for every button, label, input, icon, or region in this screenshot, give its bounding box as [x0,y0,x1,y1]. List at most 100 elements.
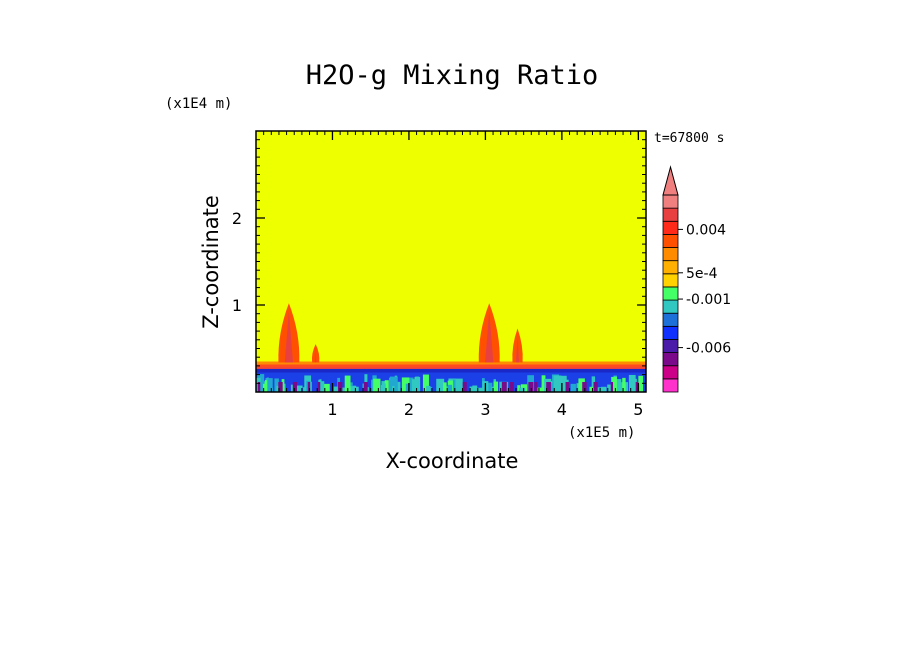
surface-speckle [422,374,429,392]
surface-speckle [323,383,330,392]
boundary-band-edge [256,367,646,370]
colorbar-segment [662,312,679,327]
plume-2 [311,344,320,363]
surface-speckle [452,379,456,392]
colorbar-label: -0.001 [686,292,731,308]
x-tick-label: 3 [480,400,490,419]
colorbar-segment [662,207,679,222]
colorbar-label: 5e-4 [686,266,718,282]
chart-title: H2O-g Mixing Ratio [306,60,599,91]
surface-speckle [447,384,453,392]
surface-speckle [537,387,545,392]
surface-speckle [263,383,267,392]
surface-speckle [267,378,273,392]
plume-spike-core [284,311,294,363]
surface-speckle [401,377,410,392]
surface-speckle [638,375,644,392]
colorbar-segment [662,325,679,340]
surface-speckle [487,382,493,392]
surface-speckle [406,377,414,392]
surface-speckle [274,378,279,392]
surface-speckle [296,385,303,392]
colorbar-segment [662,365,679,380]
surface-speckle [499,381,502,392]
x-unit-label: (x1E5 m) [568,425,635,441]
plume-3 [478,303,500,363]
surface-speckle-dark [257,382,261,392]
surface-speckle-dark [501,382,507,392]
surface-speckle-dark [534,382,538,392]
surface-speckle [380,384,386,392]
surface-speckle-dark [292,382,297,392]
field-background [256,131,646,392]
surface-speckle [353,386,359,392]
plume-spike-core [516,336,520,363]
time-label: t=67800 s [654,131,724,146]
colorbar-label: -0.006 [686,341,731,357]
surface-speckle-dark [565,382,569,392]
surface-speckle [405,383,410,392]
colorbar-segment [662,286,679,301]
surface-speckle [455,378,463,392]
surface-speckle [560,375,567,392]
surface-speckle [333,386,341,392]
surface-speckle [570,383,576,392]
colorbar-segment [662,233,679,248]
surface-speckle [352,385,357,392]
boundary-band-inner [256,364,646,369]
surface-speckle [607,384,613,392]
x-tick-label: 4 [557,400,567,419]
colorbar: 0.004 5e-4 -0.001 -0.006 [662,165,731,393]
surface-speckle [541,375,546,392]
surface-speckle [541,384,547,392]
surface-speckle [476,387,484,392]
colorbar-segment [662,378,679,393]
surface-speckle-dark [610,382,614,392]
surface-speckle-dark [635,382,639,392]
surface-speckle-dark [462,382,467,392]
surface-speckle [519,387,526,392]
surface-speckle-dark [337,382,343,392]
surface-speckle [384,380,389,392]
surface-speckle [411,379,417,392]
surface-speckle [383,383,386,392]
surface-speckle-dark [510,382,514,392]
colorbar-segment [662,220,679,235]
colorbar-extend-triangle [662,165,679,196]
colorbar-segment [662,339,679,354]
x-axis-ticks: 1 2 3 4 5 [327,131,643,419]
y-tick-label: 2 [232,209,242,228]
y-tick-label: 1 [232,296,242,315]
colorbar-segment [662,247,679,262]
surface-speckle [389,376,398,392]
surface-speckle [373,378,381,392]
colorbar-segment [662,194,679,209]
x-tick-label: 5 [633,400,643,419]
surface-speckle [611,376,617,392]
surface-speckle-dark [363,382,368,392]
x-tick-label: 2 [404,400,414,419]
surface-speckle [589,386,595,392]
surface-speckle [517,385,521,392]
colorbar-segment [662,352,679,367]
surface-speckle [415,376,421,392]
plume-4 [512,328,523,363]
colorbar-segment [662,273,679,288]
surface-speckle [426,385,431,392]
plot-area [255,130,647,393]
plume-1 [278,303,300,363]
y-unit-label: (x1E4 m) [165,96,232,112]
surface-speckle-dark [307,382,311,392]
surface-speckle [342,387,347,392]
surface-speckle [281,379,285,392]
surface-speckle [493,381,499,392]
y-axis-ticks: 12 [232,209,646,315]
colorbar-segment [662,299,679,314]
surface-speckle [303,387,308,392]
surface-speckle-dark [528,382,534,392]
colorbar-label: 0.004 [686,222,726,238]
x-tick-label: 1 [327,400,337,419]
surface-speckle [469,386,477,392]
surface-speckle [265,380,269,392]
